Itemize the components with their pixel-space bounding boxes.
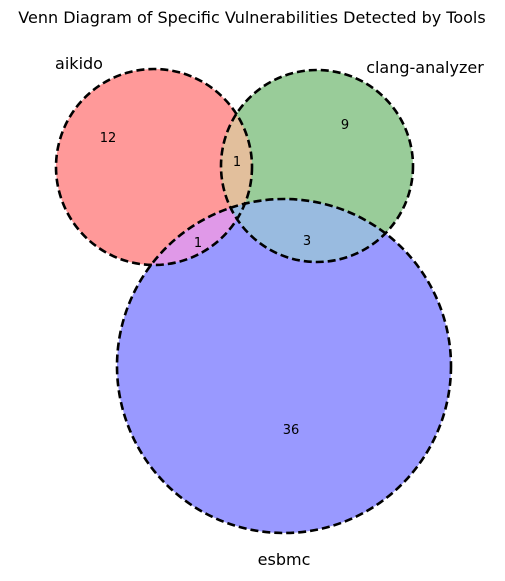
clang-analyzer-outline	[219, 68, 415, 264]
esbmc-only-count: 36	[283, 423, 300, 438]
aikido-only-count: 12	[100, 131, 117, 146]
diagram-title: Venn Diagram of Specific Vulnerabilities…	[18, 8, 485, 27]
esbmc-outline	[115, 197, 453, 535]
aikido-circle	[56, 69, 252, 265]
clang-analyzer-label: clang-analyzer	[366, 58, 484, 77]
esbmc-label: esbmc	[258, 550, 311, 569]
aikido-clang-count: 1	[233, 155, 241, 170]
clang-only-count: 9	[341, 118, 349, 133]
aikido-label: aikido	[55, 54, 103, 73]
clang-esbmc-count: 3	[303, 234, 311, 249]
aikido-outline	[54, 67, 254, 267]
esbmc-circle	[117, 199, 451, 533]
aikido-esbmc-count: 1	[194, 236, 202, 251]
